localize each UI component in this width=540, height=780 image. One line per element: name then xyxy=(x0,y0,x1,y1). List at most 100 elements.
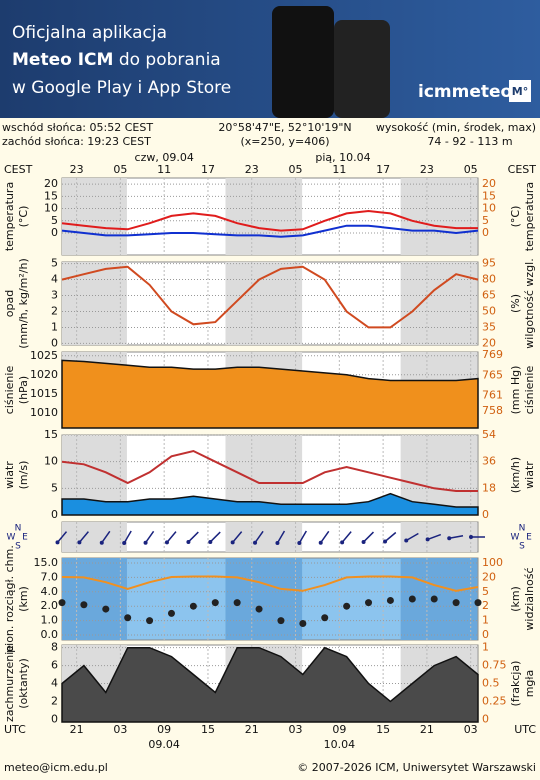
banner-text: Meteo ICM do pobrania xyxy=(12,50,221,70)
y2-tick-label: 35 xyxy=(482,320,496,333)
compass-label: N xyxy=(519,524,526,534)
y-tick-label: 1025 xyxy=(30,349,58,362)
night-shade xyxy=(62,522,127,552)
night-shade xyxy=(400,262,478,345)
dot xyxy=(452,599,460,607)
wind-arrow-head xyxy=(447,536,452,541)
y2-tick-label: 2 xyxy=(482,599,489,612)
wind-arrow-head xyxy=(361,539,366,544)
night-shade xyxy=(400,178,478,255)
compass-label: N xyxy=(15,524,22,534)
bottom-hour-label: 09 xyxy=(157,723,171,736)
y-tick-label: 2.0 xyxy=(41,599,59,612)
y-axis-label: (mm/h, kg/m²/h) xyxy=(17,258,30,349)
y2-tick-label: 5 xyxy=(482,585,489,598)
bottom-hour-label: 09 xyxy=(332,723,346,736)
y-tick-label: 4.0 xyxy=(41,585,59,598)
y2-tick-label: 0 xyxy=(482,712,489,725)
dot xyxy=(408,595,416,603)
dot xyxy=(277,617,285,625)
y-tick-label: 0 xyxy=(51,226,58,239)
y-tick-label: 15.0 xyxy=(34,556,59,569)
y-tick-label: 5 xyxy=(51,257,58,270)
y-tick-label: 5 xyxy=(51,481,58,494)
wind-arrow xyxy=(232,531,243,543)
y-tick-label: 0 xyxy=(51,712,58,725)
dot xyxy=(386,596,394,604)
logo-box xyxy=(509,80,531,102)
y2-tick-label: 0.5 xyxy=(482,677,500,690)
wind-arrow-head xyxy=(383,539,388,544)
y-tick-label: 0 xyxy=(51,508,58,521)
y2-tick-label: 1 xyxy=(482,614,489,627)
wind-arrow-head xyxy=(275,541,280,546)
sunset: zachód słońca: 19:23 CEST xyxy=(2,135,151,148)
night-shade xyxy=(225,262,303,345)
wind-arrow-head xyxy=(253,540,258,545)
dot xyxy=(321,614,329,622)
y-tick-label: 8 xyxy=(51,641,58,654)
dot xyxy=(211,599,219,607)
dot xyxy=(58,599,66,607)
wind-arrow-head xyxy=(99,540,104,545)
y-tick-label: 3 xyxy=(51,289,58,302)
wind-arrow-head xyxy=(230,540,235,545)
line xyxy=(61,265,479,329)
dot xyxy=(343,602,351,610)
area xyxy=(61,646,479,723)
area xyxy=(61,359,479,429)
compass-label: W xyxy=(511,533,520,543)
line xyxy=(61,209,478,232)
y2-axis-label: wilgotność wzgl. xyxy=(523,258,536,348)
banner[interactable] xyxy=(0,0,540,118)
grid-point: (x=250, y=406) xyxy=(240,135,329,148)
y-tick-label: 1.0 xyxy=(41,614,59,627)
wind-arrow-head xyxy=(122,541,127,546)
y2-tick-label: 100 xyxy=(482,556,503,569)
compass-label: W xyxy=(7,533,16,543)
y2-tick-label: 20 xyxy=(482,177,496,190)
wind-arrow xyxy=(254,530,264,544)
y-tick-label: 1020 xyxy=(30,368,58,381)
logo: icmmeteo xyxy=(418,82,512,102)
copyright: © 2007-2026 ICM, Uniwersytet Warszawski xyxy=(297,761,536,774)
y2-tick-label: 769 xyxy=(482,348,503,361)
y2-tick-label: 65 xyxy=(482,289,496,302)
bottom-hour-label: 15 xyxy=(376,723,390,736)
y2-tick-label: 1 xyxy=(482,641,489,654)
logo-box-text: M° xyxy=(512,85,528,98)
y-tick-label: 6 xyxy=(51,659,58,672)
bottom-date: 10.04 xyxy=(324,738,356,751)
bottom-unit: UTC xyxy=(514,723,536,736)
top-hour-label: 23 xyxy=(70,163,84,176)
dot xyxy=(255,605,263,613)
y-tick-label: 1010 xyxy=(30,406,58,419)
compass-label: S xyxy=(519,542,525,552)
wind-arrow xyxy=(320,530,330,544)
y2-axis-label: widzialność xyxy=(523,567,536,630)
top-hour-label: 05 xyxy=(113,163,127,176)
bottom-hour-label: 21 xyxy=(420,723,434,736)
night-shade xyxy=(225,522,303,552)
email[interactable]: meteo@icm.edu.pl xyxy=(4,761,108,774)
coords: 20°58'47"E, 52°10'19"N xyxy=(218,121,351,134)
y-tick-label: 10 xyxy=(44,202,58,215)
bottom-unit: UTC xyxy=(4,723,26,736)
y2-axis-label: (mm Hg) xyxy=(509,366,522,415)
wind-arrow-head xyxy=(297,541,302,546)
bottom-hour-label: 21 xyxy=(70,723,84,736)
wind-arrow-head xyxy=(208,539,213,544)
y2-tick-label: 0.75 xyxy=(482,659,507,672)
wind-arrow-head xyxy=(469,535,473,539)
wind-arrow-head xyxy=(55,540,60,545)
compass-label: E xyxy=(22,533,28,543)
y-axis-label: (km) xyxy=(17,586,30,612)
night-shade xyxy=(225,178,303,255)
y-axis-label: pion. rozciągł. chm. xyxy=(3,545,16,653)
wind-arrow xyxy=(276,530,286,544)
dot xyxy=(365,599,373,607)
dot xyxy=(430,595,438,603)
sunrise: wschód słońca: 05:52 CEST xyxy=(2,121,153,134)
wind-arrow xyxy=(405,532,419,542)
y2-axis-label: wiatr xyxy=(523,461,536,489)
